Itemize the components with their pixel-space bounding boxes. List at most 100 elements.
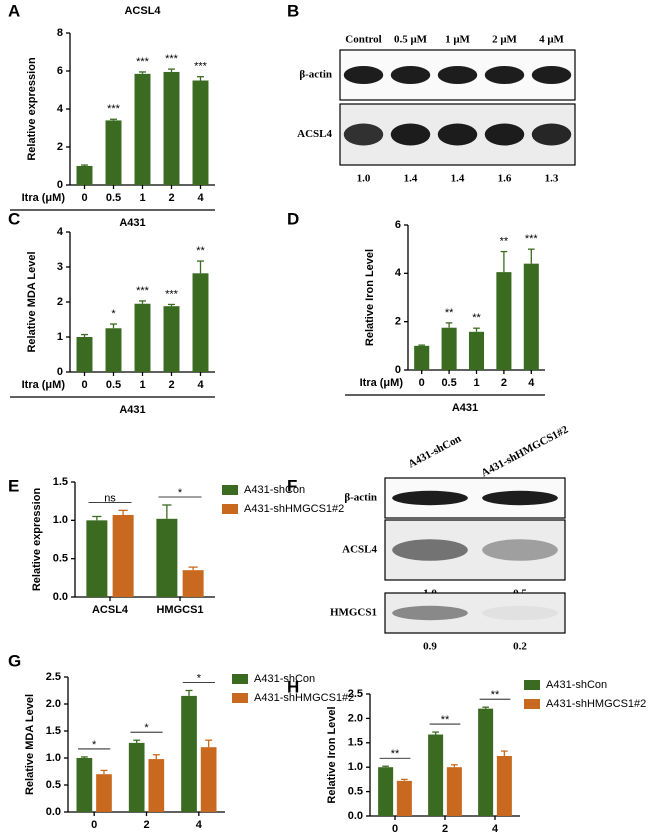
lane-label: A431-shHMGCS1#2 bbox=[479, 423, 570, 479]
blot-band bbox=[437, 66, 478, 84]
blot-band bbox=[482, 539, 558, 561]
x-axis-title: Itra (μM) bbox=[22, 379, 66, 391]
y-tick-label: 1.0 bbox=[46, 752, 61, 764]
y-tick-label: 2.5 bbox=[46, 671, 61, 683]
blot-band bbox=[482, 490, 558, 506]
blot-band bbox=[392, 539, 468, 561]
lane-label: 1 μM bbox=[445, 34, 470, 46]
x-tick-label: 0 bbox=[419, 377, 425, 389]
panel-letter: A bbox=[8, 1, 20, 20]
bar bbox=[76, 758, 93, 812]
lane-label: 2 μM bbox=[492, 34, 517, 46]
blot-band bbox=[484, 66, 525, 84]
bar bbox=[105, 120, 122, 185]
x-tick-label: HMGCS1 bbox=[156, 604, 203, 616]
significance-label: *** bbox=[136, 56, 150, 68]
x-tick-label: 0 bbox=[392, 823, 398, 834]
quantification: 1.6 bbox=[498, 173, 512, 185]
bar bbox=[105, 328, 122, 372]
y-tick-label: 0.5 bbox=[53, 553, 68, 565]
bar bbox=[112, 514, 134, 597]
legend-swatch bbox=[222, 504, 238, 514]
x-tick-label: 2 bbox=[501, 377, 507, 389]
row-label: ACSL4 bbox=[342, 544, 377, 556]
y-tick-label: 2.0 bbox=[46, 698, 61, 710]
legend-label: A431-shHMGCS1#2 bbox=[244, 503, 344, 515]
bar bbox=[86, 520, 108, 597]
x-tick-label: 0.5 bbox=[106, 192, 121, 204]
significance-label: ** bbox=[491, 689, 500, 701]
y-tick-label: 0.0 bbox=[348, 810, 363, 822]
row-label: ACSL4 bbox=[297, 128, 332, 140]
blot-band bbox=[392, 490, 468, 506]
y-tick-label: 0.0 bbox=[46, 806, 61, 818]
bar bbox=[396, 780, 412, 816]
blot-band bbox=[437, 123, 478, 146]
panel-letter: C bbox=[8, 209, 20, 228]
y-tick-label: 1.0 bbox=[348, 761, 363, 773]
lane-label: A431-shCon bbox=[406, 433, 463, 471]
x-tick-label: 1 bbox=[139, 379, 145, 391]
significance-label: * bbox=[144, 722, 149, 734]
x-tick-label: 2 bbox=[168, 192, 174, 204]
y-tick-label: 0.5 bbox=[46, 779, 61, 791]
significance-label: *** bbox=[107, 103, 121, 115]
significance-label: ** bbox=[472, 312, 481, 324]
bar bbox=[148, 759, 165, 812]
lane-label: 4 μM bbox=[539, 34, 564, 46]
bar bbox=[496, 755, 512, 816]
y-tick-label: 6 bbox=[57, 65, 63, 77]
significance-label: *** bbox=[136, 285, 150, 297]
lane-label: 0.5 μM bbox=[394, 34, 428, 46]
bar bbox=[414, 345, 430, 370]
x-tick-label: 4 bbox=[197, 379, 204, 391]
quantification: 0.9 bbox=[423, 641, 437, 653]
x-tick-label: 4 bbox=[528, 377, 535, 389]
quantification: 1.4 bbox=[451, 173, 465, 185]
legend-swatch bbox=[524, 680, 540, 690]
blot-band bbox=[390, 123, 431, 146]
bar bbox=[192, 80, 209, 185]
blot-band bbox=[482, 605, 558, 621]
group-label: A431 bbox=[452, 402, 478, 414]
significance-label: * bbox=[197, 672, 202, 684]
y-tick-label: 2.0 bbox=[348, 712, 363, 724]
blot-band bbox=[531, 123, 572, 146]
y-tick-label: 1 bbox=[57, 331, 63, 343]
y-tick-label: 1.5 bbox=[46, 725, 61, 737]
x-tick-label: 2 bbox=[168, 379, 174, 391]
y-tick-label: 2.5 bbox=[348, 688, 363, 700]
significance-label: ** bbox=[500, 235, 509, 247]
quantification: 0.2 bbox=[513, 641, 527, 653]
legend-label: A431-shCon bbox=[254, 673, 315, 685]
significance-label: * bbox=[111, 308, 116, 320]
significance-label: * bbox=[178, 487, 183, 499]
bar bbox=[446, 767, 462, 816]
x-axis-title: Itra (μM) bbox=[22, 192, 66, 204]
y-axis-title: Relative expression bbox=[26, 57, 38, 161]
blot-band bbox=[390, 66, 431, 84]
y-tick-label: 1.5 bbox=[53, 476, 68, 488]
row-label: β-actin bbox=[344, 492, 377, 504]
x-tick-label: 0.5 bbox=[441, 377, 456, 389]
x-tick-label: 1 bbox=[139, 192, 145, 204]
significance-label: *** bbox=[525, 233, 539, 245]
row-label: HMGCS1 bbox=[330, 607, 377, 619]
legend-label: A431-shHMGCS1#2 bbox=[546, 698, 646, 710]
y-tick-label: 3 bbox=[57, 261, 63, 273]
blot-band bbox=[343, 66, 384, 84]
y-tick-label: 0.0 bbox=[53, 591, 68, 603]
bar bbox=[496, 272, 512, 370]
legend-label: A431-shCon bbox=[546, 679, 607, 691]
lane-label: Control bbox=[345, 34, 381, 46]
panel-letter: G bbox=[8, 651, 21, 670]
quantification: 1.0 bbox=[357, 173, 371, 185]
y-tick-label: 1.5 bbox=[348, 737, 363, 749]
significance-label: ** bbox=[196, 245, 205, 257]
y-tick-label: 4 bbox=[395, 267, 402, 279]
y-tick-label: 4 bbox=[57, 103, 64, 115]
bar bbox=[156, 518, 178, 597]
bar bbox=[192, 273, 209, 372]
significance-label: ** bbox=[391, 748, 400, 760]
